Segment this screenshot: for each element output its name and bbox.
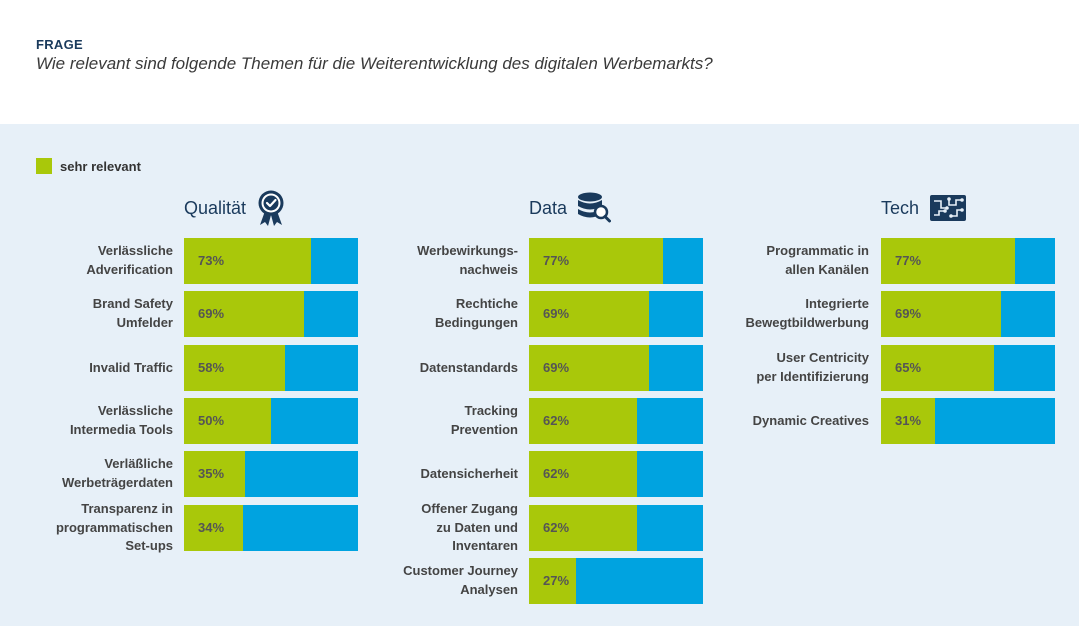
circuit-board-icon bbox=[930, 195, 967, 221]
bar-fill bbox=[881, 291, 1002, 337]
bar-fill bbox=[529, 505, 637, 551]
category-label-text: Verlässliche Adverification bbox=[86, 243, 173, 277]
category-label: Dynamic Creatives bbox=[694, 398, 869, 444]
bar-fill bbox=[529, 398, 637, 444]
bar-fill bbox=[529, 291, 650, 337]
category-label-text: Invalid Traffic bbox=[89, 359, 173, 375]
category-label: Transparenz in programmatischen Set-ups bbox=[0, 501, 173, 554]
bar-track: 77% bbox=[881, 238, 1055, 284]
data-label: 34% bbox=[198, 520, 225, 535]
bar-track: 34% bbox=[184, 505, 358, 551]
bar-track: 58% bbox=[184, 345, 358, 391]
bar-fill bbox=[184, 238, 312, 284]
category-label-text: Integrierte Bewegtbildwerbung bbox=[745, 296, 870, 330]
legend: sehr relevant bbox=[36, 157, 141, 175]
category-label-text: Customer Journey Analysen bbox=[403, 563, 518, 597]
frage-label: FRAGE bbox=[36, 37, 83, 52]
category-label-text: Datensicherheit bbox=[420, 465, 518, 481]
data-label: 58% bbox=[198, 360, 225, 375]
data-label: 62% bbox=[543, 413, 570, 428]
bar-track: 73% bbox=[184, 238, 358, 284]
category-label-text: Rechtiche Bedingungen bbox=[434, 296, 518, 330]
category-label-text: Brand Safety Umfelder bbox=[92, 296, 173, 330]
data-label: 62% bbox=[543, 466, 570, 481]
bar-fill bbox=[184, 345, 285, 391]
data-label: 69% bbox=[198, 306, 225, 321]
category-label: Datenstandards bbox=[343, 345, 518, 391]
bar-fill bbox=[529, 238, 663, 284]
bar-track: 31% bbox=[881, 398, 1055, 444]
bar-track: 69% bbox=[881, 291, 1055, 337]
question-text: Wie relevant sind folgende Themen für di… bbox=[36, 54, 713, 73]
bar-track: 27% bbox=[529, 558, 703, 604]
category-label: Offener Zugang zu Daten und Inventaren bbox=[343, 501, 518, 554]
category-label-text: User Centricity per Identifizierung bbox=[756, 350, 869, 384]
category-label: Verläßliche Werbeträgerdaten bbox=[0, 451, 173, 497]
bar-fill bbox=[881, 398, 935, 444]
category-label: User Centricity per Identifizierung bbox=[694, 345, 869, 391]
data-label: 69% bbox=[543, 306, 570, 321]
legend-label: sehr relevant bbox=[60, 158, 141, 174]
category-label-text: Transparenz in programmatischen Set-ups bbox=[55, 500, 173, 554]
category-label-text: Programmatic in allen Kanälen bbox=[766, 243, 869, 277]
bar-track: 69% bbox=[184, 291, 358, 337]
group-title-text: Qualität bbox=[184, 197, 247, 218]
bar-track: 65% bbox=[881, 345, 1055, 391]
legend-swatch bbox=[36, 158, 52, 174]
category-label-text: Werbewirkungs- nachweis bbox=[417, 243, 518, 277]
category-label-text: Dynamic Creatives bbox=[752, 412, 869, 428]
group-title-text: Tech bbox=[881, 197, 920, 218]
bar-fill bbox=[529, 558, 576, 604]
bar-fill bbox=[184, 398, 271, 444]
category-label: Verlässliche Intermedia Tools bbox=[0, 398, 173, 444]
category-label-text: Verlässliche Intermedia Tools bbox=[69, 403, 173, 437]
group-title-tech: Tech bbox=[881, 193, 967, 223]
category-label-text: Verläßliche Werbeträgerdaten bbox=[61, 456, 173, 490]
bar-fill bbox=[881, 345, 995, 391]
group-title-qualitaet: Qualität bbox=[184, 190, 286, 226]
bar-track: 62% bbox=[529, 451, 703, 497]
bar-track: 35% bbox=[184, 451, 358, 497]
bar-track: 69% bbox=[529, 345, 703, 391]
bar-fill bbox=[529, 345, 650, 391]
category-label: Rechtiche Bedingungen bbox=[343, 291, 518, 337]
data-label: 73% bbox=[198, 253, 225, 268]
category-label: Datensicherheit bbox=[343, 451, 518, 497]
category-label: Werbewirkungs- nachweis bbox=[343, 238, 518, 284]
category-label: Tracking Prevention bbox=[343, 398, 518, 444]
category-label-text: Offener Zugang zu Daten und Inventaren bbox=[421, 500, 518, 554]
bar-fill bbox=[184, 291, 305, 337]
award-ribbon-icon bbox=[258, 190, 284, 226]
bar-track: 77% bbox=[529, 238, 703, 284]
data-label: 69% bbox=[895, 306, 922, 321]
category-label: Brand Safety Umfelder bbox=[0, 291, 173, 337]
bar-fill bbox=[184, 505, 244, 551]
category-label: Integrierte Bewegtbildwerbung bbox=[694, 291, 870, 337]
data-label: 50% bbox=[198, 413, 225, 428]
data-label: 35% bbox=[198, 466, 225, 481]
data-label: 77% bbox=[895, 253, 922, 268]
category-label-text: Datenstandards bbox=[419, 359, 518, 375]
bar-track: 50% bbox=[184, 398, 358, 444]
category-label: Programmatic in allen Kanälen bbox=[694, 238, 869, 284]
bar-fill bbox=[529, 451, 637, 497]
data-label: 65% bbox=[895, 360, 922, 375]
data-label: 62% bbox=[543, 520, 570, 535]
bar-track: 62% bbox=[529, 398, 703, 444]
bar-track: 62% bbox=[529, 505, 703, 551]
category-label: Verlässliche Adverification bbox=[0, 238, 173, 284]
category-label: Customer Journey Analysen bbox=[343, 558, 518, 604]
bar-fill bbox=[881, 238, 1015, 284]
category-label-text: Tracking Prevention bbox=[450, 403, 518, 437]
category-label: Invalid Traffic bbox=[0, 345, 173, 391]
data-label: 31% bbox=[895, 413, 922, 428]
group-title-text: Data bbox=[529, 197, 568, 218]
bar-track: 69% bbox=[529, 291, 703, 337]
bar-fill bbox=[184, 451, 245, 497]
database-search-icon bbox=[578, 192, 612, 223]
data-label: 69% bbox=[543, 360, 570, 375]
data-label: 77% bbox=[543, 253, 570, 268]
group-title-data: Data bbox=[529, 192, 612, 223]
data-label: 27% bbox=[543, 573, 570, 588]
